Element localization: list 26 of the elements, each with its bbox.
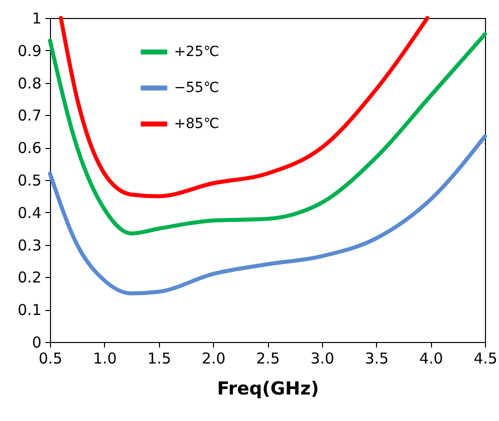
legend-label: +85℃ <box>174 116 220 132</box>
y-tick-label: 0.6 <box>18 139 42 158</box>
x-axis-title: Freq(GHz) <box>217 378 319 400</box>
legend-label: +25℃ <box>174 44 220 60</box>
line-series <box>58 16 430 198</box>
y-tick-label: 0.4 <box>18 204 42 222</box>
x-tick-label: 1.0 <box>92 350 117 368</box>
y-tick-label: 1 <box>32 10 42 28</box>
x-tick-label: 3.0 <box>310 350 334 368</box>
legend-label: −55℃ <box>174 80 220 96</box>
x-tick-label: 4.0 <box>419 350 444 368</box>
line-series <box>48 134 487 296</box>
y-tick-label: 0.8 <box>18 74 42 92</box>
x-tick-label: 2.5 <box>256 350 280 368</box>
y-tick-label: 0.3 <box>18 236 42 254</box>
y-tick-label: 0.9 <box>18 42 42 60</box>
x-tick-label: 1.5 <box>147 350 172 368</box>
line-series <box>48 32 487 236</box>
x-tick-label: 4.5 <box>474 350 498 368</box>
x-tick-label: 2.0 <box>202 350 226 368</box>
y-tick-label: 0.1 <box>18 301 42 320</box>
y-tick-label: 0.5 <box>18 172 42 190</box>
y-tick-label: 0.2 <box>18 268 42 287</box>
y-tick-label: 0.7 <box>18 106 42 125</box>
y-tick-label: 0 <box>32 334 42 352</box>
x-tick-label: 3.5 <box>364 350 389 368</box>
